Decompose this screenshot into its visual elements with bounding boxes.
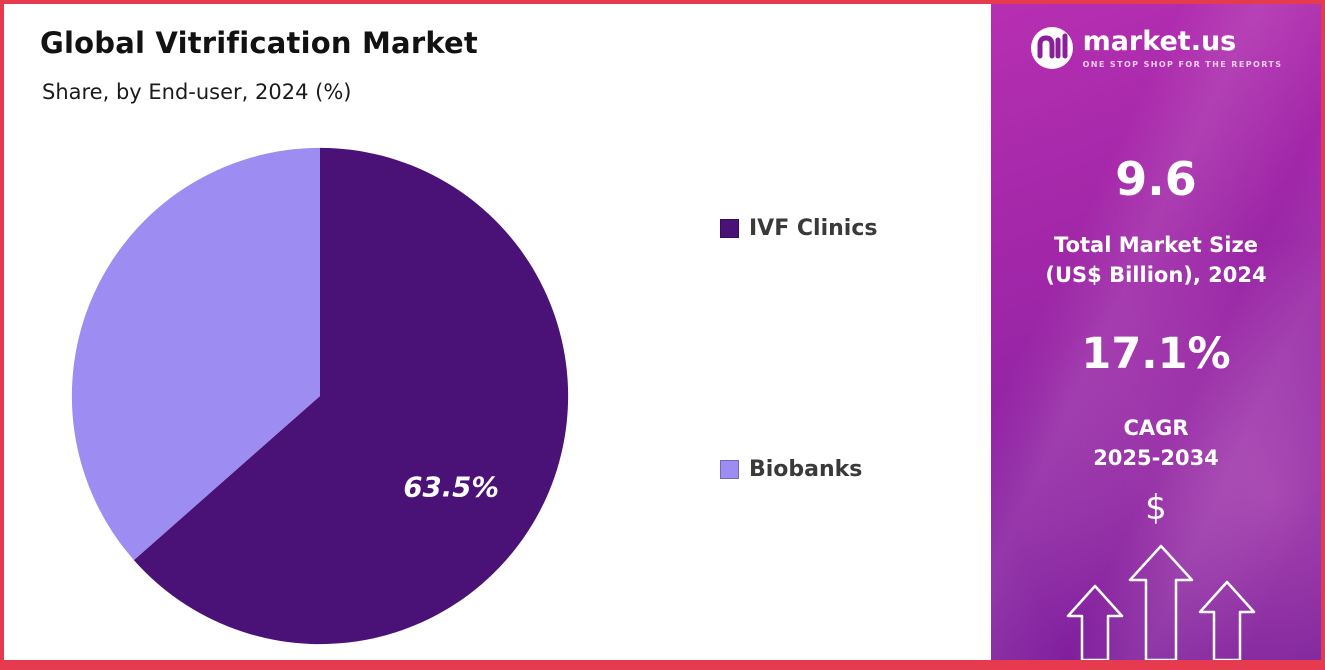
brand-logo: market.us ONE STOP SHOP FOR THE REPORTS — [1030, 26, 1283, 70]
marketus-logo-icon — [1030, 26, 1074, 70]
sidebar-infographic: market.us ONE STOP SHOP FOR THE REPORTS … — [991, 4, 1321, 660]
brand-tagline: ONE STOP SHOP FOR THE REPORTS — [1082, 59, 1283, 69]
chart-title: Global Vitrification Market — [40, 26, 478, 60]
growth-arrows-icon — [991, 544, 1321, 660]
legend-label: Biobanks — [749, 457, 863, 482]
brand-name: market.us — [1082, 25, 1237, 57]
chart-subtitle: Share, by End-user, 2024 (%) — [42, 80, 352, 104]
legend-swatch — [720, 460, 739, 479]
chart-panel: Global Vitrification Market Share, by En… — [4, 4, 991, 660]
legend: IVF Clinics Biobanks — [720, 216, 877, 482]
legend-item-biobanks: Biobanks — [720, 457, 877, 482]
legend-swatch — [720, 219, 739, 238]
market-size-label: Total Market Size (US$ Billion), 2024 — [1045, 233, 1267, 288]
legend-label: IVF Clinics — [749, 216, 878, 241]
pie-chart-container: 63.5% — [64, 140, 576, 652]
pie-chart: 63.5% — [71, 147, 569, 645]
dollar-icon: $ — [1145, 487, 1167, 528]
market-size-value: 9.6 — [1115, 152, 1197, 206]
pie-slice — [71, 147, 320, 561]
pie-slice — [133, 147, 569, 645]
cagr-value: 17.1% — [1081, 328, 1231, 379]
cagr-label: CAGR 2025-2034 — [1093, 415, 1219, 471]
legend-item-ivf-clinics: IVF Clinics — [720, 216, 877, 241]
pie-data-label: 63.5% — [403, 472, 499, 504]
